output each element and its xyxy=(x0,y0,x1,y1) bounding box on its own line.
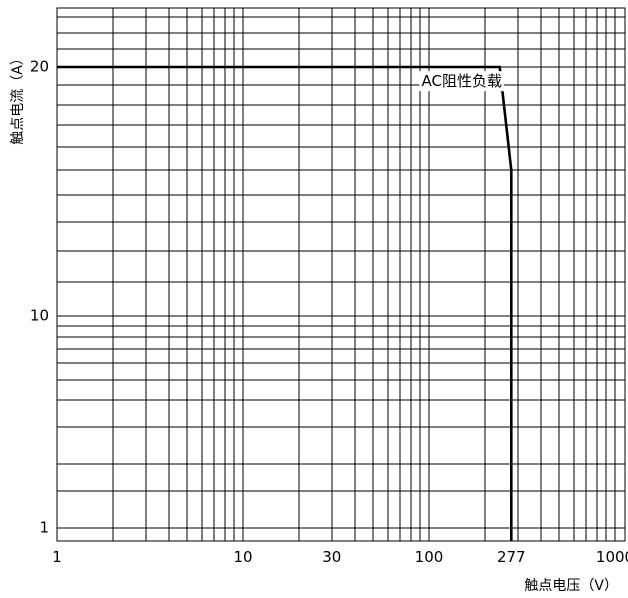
series-layer xyxy=(57,65,513,541)
annotation-label: AC阻性负载 xyxy=(422,72,502,90)
x-tick-label: 1 xyxy=(52,548,62,566)
x-tick-labels: 1 10 30 100 277 1000 xyxy=(52,548,628,566)
annotation-layer: AC阻性负载 xyxy=(419,71,504,92)
y-tick-label: 10 xyxy=(30,307,49,325)
x-axis-label: 触点电压（V） xyxy=(524,578,618,594)
x-tick-label: 100 xyxy=(415,548,444,566)
y-axis-label: 触点电流（A） xyxy=(10,51,26,145)
y-tick-label: 20 xyxy=(30,58,49,76)
horizontal-gridlines xyxy=(57,16,625,529)
x-tick-label: 30 xyxy=(322,548,341,566)
x-tick-label: 1000 xyxy=(596,548,628,566)
x-tick-label: 10 xyxy=(233,548,252,566)
x-tick-label: 277 xyxy=(497,548,526,566)
series-line xyxy=(57,65,513,541)
vertical-gridlines xyxy=(112,8,616,541)
annotation-background xyxy=(419,71,504,92)
y-tick-labels: 1 10 20 xyxy=(30,58,49,537)
y-tick-label: 1 xyxy=(39,519,49,537)
plot-frame xyxy=(56,7,626,542)
